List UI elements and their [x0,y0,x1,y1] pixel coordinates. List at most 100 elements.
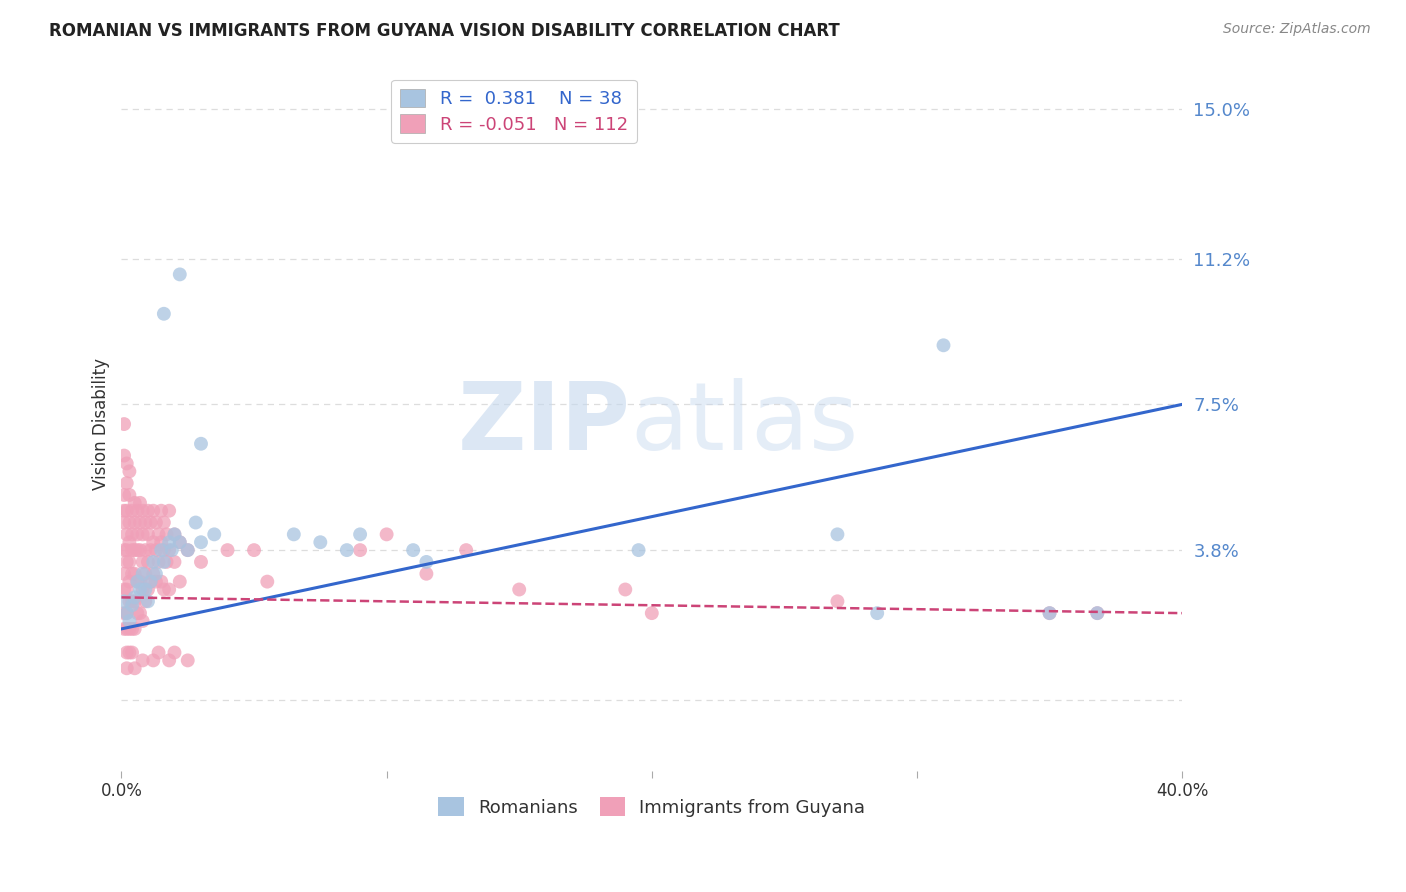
Point [112,606,135,620]
Point [124,622,146,636]
Point [129,516,152,530]
Point [118,555,141,569]
Point [127,574,149,589]
Point [148,555,170,569]
Point [115,504,138,518]
Point [115,661,138,675]
Point [136,594,159,608]
Point [121,622,143,636]
Point [115,527,138,541]
Point [129,606,152,620]
Point [150,504,173,518]
Point [124,516,146,530]
Point [115,457,138,471]
Point [177,543,200,558]
Point [112,582,135,597]
Point [131,653,153,667]
Point [139,574,162,589]
Point [112,449,135,463]
Point [112,566,135,581]
Text: Source: ZipAtlas.com: Source: ZipAtlas.com [1223,22,1371,37]
Text: ZIP: ZIP [458,378,630,470]
Point [121,504,143,518]
Point [129,496,152,510]
Point [115,555,138,569]
Point [118,464,141,478]
Point [124,543,146,558]
Point [131,504,153,518]
Point [115,476,138,491]
Point [1038,606,1060,620]
Point [157,535,180,549]
Point [127,527,149,541]
Point [148,527,170,541]
Point [243,543,266,558]
Point [142,566,165,581]
Point [112,417,135,431]
Point [134,594,156,608]
Point [131,614,153,628]
Point [115,606,138,620]
Point [142,504,165,518]
Point [153,307,176,321]
Point [283,527,305,541]
Point [155,527,177,541]
Point [827,527,849,541]
Point [157,504,180,518]
Point [142,653,165,667]
Y-axis label: Vision Disability: Vision Disability [93,358,110,490]
Point [1038,606,1060,620]
Point [131,555,153,569]
Point [136,555,159,569]
Point [139,516,162,530]
Point [115,622,138,636]
Point [136,582,159,597]
Point [112,504,135,518]
Point [134,582,156,597]
Point [112,516,135,530]
Point [190,555,212,569]
Point [184,516,207,530]
Point [121,599,143,613]
Point [456,543,478,558]
Point [163,646,186,660]
Point [415,566,437,581]
Point [124,566,146,581]
Point [121,527,143,541]
Point [256,574,278,589]
Text: atlas: atlas [630,378,859,470]
Point [118,646,141,660]
Point [1085,606,1108,620]
Point [627,543,650,558]
Point [169,535,191,549]
Point [115,582,138,597]
Point [118,574,141,589]
Point [153,582,176,597]
Point [129,574,152,589]
Point [131,566,153,581]
Point [139,574,162,589]
Point [112,543,135,558]
Point [115,543,138,558]
Point [866,606,889,620]
Point [129,543,152,558]
Point [134,566,156,581]
Point [134,543,156,558]
Point [202,527,225,541]
Point [121,543,143,558]
Point [118,622,141,636]
Point [177,653,200,667]
Point [129,582,152,597]
Point [121,566,143,581]
Point [145,566,167,581]
Point [375,527,398,541]
Point [177,543,200,558]
Point [150,574,173,589]
Point [124,661,146,675]
Point [217,543,239,558]
Legend: Romanians, Immigrants from Guyana: Romanians, Immigrants from Guyana [432,790,873,824]
Point [142,535,165,549]
Point [124,496,146,510]
Point [127,543,149,558]
Point [112,594,135,608]
